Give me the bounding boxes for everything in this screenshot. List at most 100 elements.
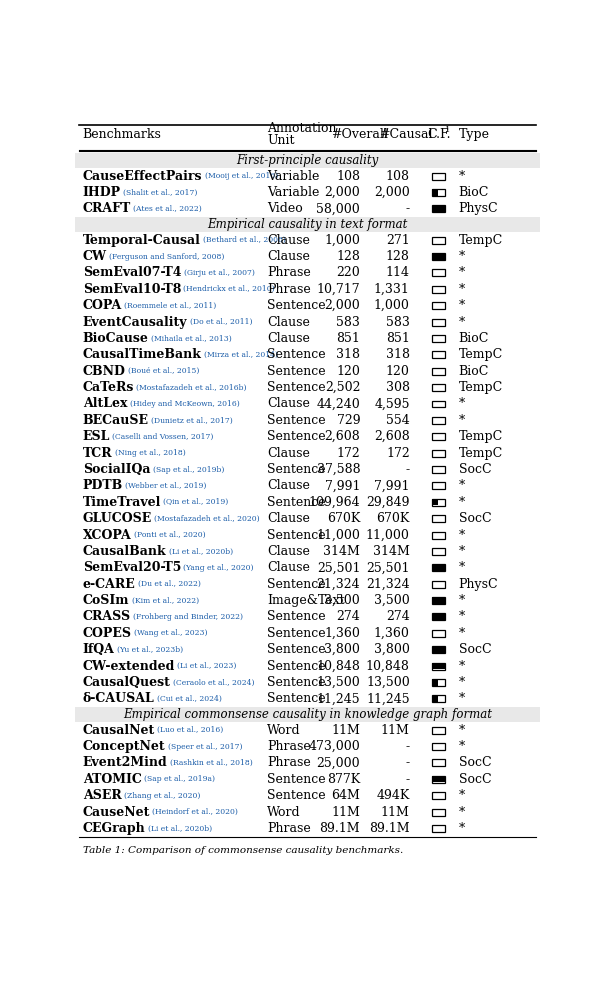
Bar (431, 760, 445, 767)
Text: Sentence: Sentence (267, 463, 326, 476)
Text: 271: 271 (386, 234, 410, 247)
Bar (431, 515, 445, 522)
Text: Sentence: Sentence (267, 643, 326, 657)
Text: 2,502: 2,502 (325, 381, 360, 394)
Bar (432, 777, 445, 783)
Text: 554: 554 (386, 414, 410, 427)
Text: 670K: 670K (327, 512, 360, 525)
Text: (Mostafazadeh et al., 2020): (Mostafazadeh et al., 2020) (154, 515, 260, 523)
Text: ASER: ASER (83, 790, 121, 803)
Text: 494K: 494K (376, 790, 410, 803)
Text: TempC: TempC (458, 431, 503, 443)
Text: *: * (458, 414, 465, 427)
Text: COPA: COPA (83, 300, 122, 312)
Text: Clause: Clause (267, 512, 310, 525)
Text: -: - (406, 202, 410, 215)
Text: 274: 274 (386, 610, 410, 623)
Text: 89.1M: 89.1M (320, 822, 360, 835)
Text: Sentence: Sentence (267, 692, 326, 705)
Text: *: * (458, 283, 465, 296)
Text: 851: 851 (386, 332, 410, 345)
Text: First-principle causality: First-principle causality (236, 154, 379, 167)
Text: IfQA: IfQA (83, 643, 115, 657)
Text: *: * (458, 250, 465, 263)
Text: Table 1: Comparison of commonsense causality benchmarks.: Table 1: Comparison of commonsense causa… (83, 846, 403, 855)
Text: *: * (458, 724, 465, 737)
Text: CaTeRs: CaTeRs (83, 381, 134, 394)
Text: 10,848: 10,848 (366, 660, 410, 673)
Text: -: - (406, 463, 410, 476)
Text: SemEval07-T4: SemEval07-T4 (83, 267, 181, 280)
Text: 583: 583 (386, 315, 410, 328)
Text: 11M: 11M (331, 724, 360, 737)
Text: (Frohberg and Binder, 2022): (Frohberg and Binder, 2022) (133, 613, 243, 621)
Text: 37,588: 37,588 (317, 463, 360, 476)
Text: 877K: 877K (327, 773, 360, 786)
Text: 120: 120 (386, 365, 410, 378)
Bar (432, 647, 445, 653)
Text: 114: 114 (386, 267, 410, 280)
Text: TempC: TempC (458, 381, 503, 394)
Text: 11,245: 11,245 (317, 692, 360, 705)
Text: (Caselli and Vossen, 2017): (Caselli and Vossen, 2017) (112, 433, 214, 440)
Text: (Ferguson and Sanford, 2008): (Ferguson and Sanford, 2008) (109, 253, 224, 261)
Text: 318: 318 (336, 348, 360, 361)
Bar (432, 564, 445, 570)
Bar (431, 270, 445, 277)
Text: AltLex: AltLex (83, 398, 127, 411)
Bar (431, 318, 445, 325)
Text: *: * (458, 627, 465, 640)
Text: (Hidey and McKeown, 2016): (Hidey and McKeown, 2016) (130, 400, 239, 408)
Bar (431, 335, 445, 342)
Text: 851: 851 (337, 332, 360, 345)
Text: Unit: Unit (267, 134, 295, 147)
Text: 1: 1 (445, 126, 450, 134)
Text: C.F.: C.F. (428, 128, 451, 141)
Bar (432, 597, 445, 604)
Text: 2,608: 2,608 (325, 431, 360, 443)
Text: Annotation: Annotation (267, 122, 337, 135)
Text: Clause: Clause (267, 545, 310, 558)
Text: 3,500: 3,500 (374, 594, 410, 607)
Text: BioC: BioC (458, 365, 489, 378)
Text: CoSIm: CoSIm (83, 594, 129, 607)
Text: EventCausality: EventCausality (83, 315, 187, 328)
Text: XCOPA: XCOPA (83, 529, 131, 542)
Bar (431, 173, 445, 180)
Bar (431, 205, 445, 212)
Text: Clause: Clause (267, 446, 310, 459)
Text: *: * (458, 479, 465, 492)
Text: 11,000: 11,000 (366, 529, 410, 542)
Text: (Ponti et al., 2020): (Ponti et al., 2020) (134, 531, 205, 539)
Text: BioC: BioC (458, 186, 489, 199)
Bar (431, 434, 445, 440)
Text: 10,848: 10,848 (316, 660, 360, 673)
Text: (Mirza et al., 2014): (Mirza et al., 2014) (204, 351, 278, 359)
Text: *: * (458, 267, 465, 280)
Text: 109,964: 109,964 (308, 496, 360, 509)
Text: (Rashkin et al., 2018): (Rashkin et al., 2018) (170, 759, 253, 767)
Text: ATOMIC: ATOMIC (83, 773, 142, 786)
Text: (Heindorf et al., 2020): (Heindorf et al., 2020) (152, 808, 238, 816)
Text: -: - (406, 757, 410, 770)
Text: (Mihaila et al., 2013): (Mihaila et al., 2013) (151, 334, 232, 342)
Text: e-CARE: e-CARE (83, 577, 136, 590)
Text: 11,245: 11,245 (366, 692, 410, 705)
Text: 7,991: 7,991 (325, 479, 360, 492)
Text: *: * (458, 660, 465, 673)
Text: (Sap et al., 2019a): (Sap et al., 2019a) (144, 776, 215, 784)
Bar (431, 401, 445, 408)
Text: *: * (458, 315, 465, 328)
Text: *: * (458, 545, 465, 558)
Text: Sentence: Sentence (267, 577, 326, 590)
Bar (431, 727, 445, 734)
Bar (431, 695, 445, 702)
Text: CausalTimeBank: CausalTimeBank (83, 348, 202, 361)
Text: CW-extended: CW-extended (83, 660, 175, 673)
Text: Empirical commonsense causality in knowledge graph format: Empirical commonsense causality in knowl… (123, 708, 492, 721)
Text: 2,000: 2,000 (325, 186, 360, 199)
Bar (431, 663, 445, 670)
Text: Sentence: Sentence (267, 381, 326, 394)
Bar (431, 368, 445, 375)
Text: Word: Word (267, 806, 301, 818)
